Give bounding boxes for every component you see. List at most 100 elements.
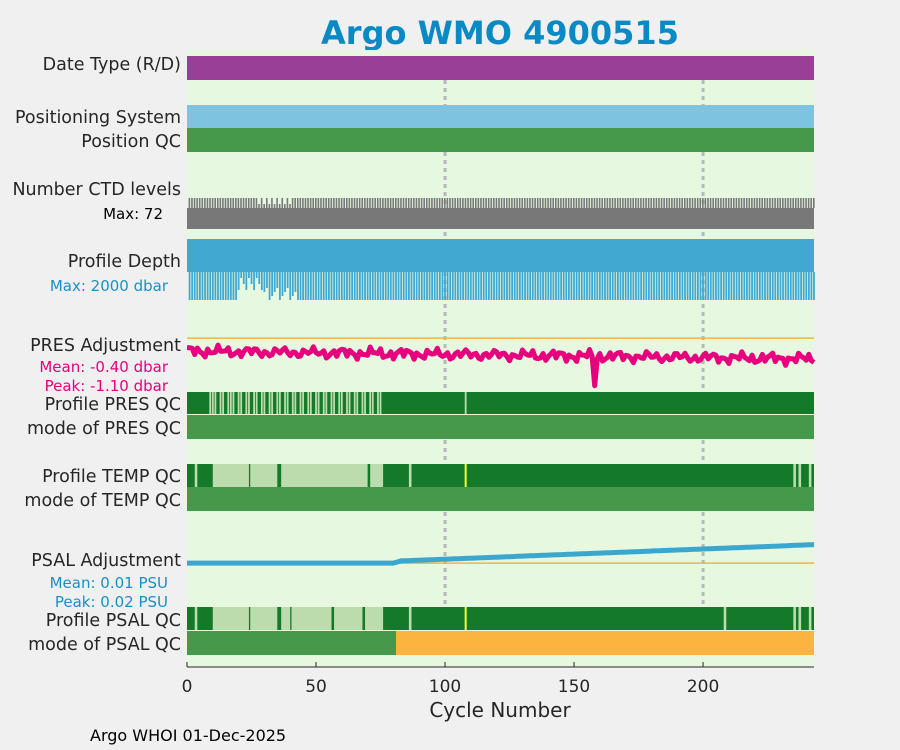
depth-profile-bar [756, 272, 759, 300]
depth-profile-bar [392, 272, 395, 300]
ctd-level-tick [681, 198, 684, 208]
depth-profile-bar [253, 272, 255, 290]
depth-profile-bar [570, 272, 573, 300]
ctd-level-tick [309, 198, 312, 208]
depth-profile-bar [663, 272, 666, 300]
ctd-level-tick [650, 198, 653, 208]
ctd-level-tick [573, 198, 575, 208]
depth-profile-bar [498, 272, 501, 300]
depth-profile-bar [480, 272, 483, 300]
depth-profile-bar [258, 272, 261, 284]
ctd-level-tick [351, 198, 353, 208]
x-axis-label: Cycle Number [429, 698, 571, 722]
ctd-level-tick [622, 198, 624, 208]
psal-qc-segment [793, 607, 796, 630]
depth-profile-bar [810, 272, 813, 300]
depth-profile-bar [598, 272, 601, 300]
ctd-level-tick [253, 198, 255, 208]
depth-profile-bar [717, 272, 720, 300]
depth-profile-bar [601, 272, 604, 300]
depth-profile-bar [297, 272, 299, 300]
depth-profile-bar [387, 272, 390, 300]
ctd-level-tick [585, 198, 588, 208]
depth-profile-bar [454, 272, 457, 300]
depth-profile-bar [199, 272, 201, 300]
ctd-level-tick [366, 198, 369, 208]
ctd-level-tick [384, 198, 387, 208]
ctd-level-tick [335, 198, 338, 208]
ctd-level-tick [720, 198, 722, 208]
ctd-level-tick [743, 198, 745, 208]
ctd-level-tick [717, 198, 720, 208]
label-data-type: Date Type (R/D) [43, 55, 181, 75]
depth-profile-bar [320, 272, 323, 300]
ctd-level-tick [534, 198, 536, 208]
depth-profile-bar [369, 272, 372, 300]
ctd-level-tick [614, 198, 616, 208]
pres-qc-stripe [284, 392, 286, 414]
depth-profile-bar [325, 272, 328, 300]
ctd-level-tick [376, 198, 379, 208]
ctd-level-tick [676, 198, 678, 208]
mode-psal-probably-bad-segment [396, 631, 814, 655]
ctd-level-tick [696, 198, 699, 208]
pres-qc-stripe [219, 392, 222, 414]
ctd-level-tick [348, 198, 351, 208]
ctd-level-tick [237, 198, 240, 208]
ctd-level-tick [547, 198, 549, 208]
ctd-level-tick [554, 198, 557, 208]
psal-peak-label: Peak: 0.02 PSU [55, 593, 168, 611]
depth-profile-bar [521, 272, 524, 300]
pres-qc-stripe [260, 392, 263, 414]
ctd-level-tick [387, 198, 389, 208]
depth-profile-bar [263, 272, 266, 292]
profile-psal-qc-bar [187, 607, 814, 630]
pres-qc-stripe [276, 392, 279, 414]
depth-profile-bar [671, 272, 673, 300]
ctd-level-tick [593, 198, 596, 208]
ctd-level-tick [678, 198, 681, 208]
label-profile-temp-qc: Profile TEMP QC [42, 467, 181, 487]
depth-profile-bar [482, 272, 485, 300]
ctd-level-tick [433, 198, 436, 208]
depth-profile-bar [490, 272, 493, 300]
ctd-level-tick [477, 198, 480, 208]
depth-profile-bar [315, 272, 317, 300]
ctd-level-tick [320, 198, 322, 208]
ctd-level-tick [653, 198, 655, 208]
ctd-level-tick [673, 198, 676, 208]
ctd-level-tick [325, 198, 327, 208]
ctd-level-tick [389, 198, 392, 208]
ctd-level-tick [454, 198, 456, 208]
ctd-level-tick [379, 198, 382, 208]
ctd-level-tick [758, 198, 761, 208]
ctd-level-tick [526, 198, 529, 208]
ctd-level-tick [570, 198, 573, 208]
depth-profile-bar [366, 272, 369, 300]
ctd-level-tick [361, 198, 364, 208]
pres-qc-stripe [307, 392, 310, 414]
depth-profile-bar [782, 272, 784, 300]
depth-profile-bar [260, 272, 263, 290]
ctd-level-tick [459, 198, 462, 208]
depth-profile-bar [273, 272, 276, 292]
pres-qc-stripe [245, 392, 248, 414]
pres-qc-stripe [333, 392, 335, 414]
ctd-level-tick [400, 198, 402, 208]
depth-profile-bar [487, 272, 490, 300]
depth-profile-bar [400, 272, 403, 300]
ctd-level-tick [627, 198, 629, 208]
depth-profile-bar [658, 272, 661, 300]
pres-qc-stripe [371, 392, 374, 414]
ctd-level-tick [689, 198, 691, 208]
ctd-level-tick [733, 198, 735, 208]
ctd-level-tick [518, 198, 521, 208]
depth-profile-bar [586, 272, 588, 300]
depth-profile-bar [766, 272, 769, 300]
depth-profile-bar [467, 272, 470, 300]
depth-profile-bar [462, 272, 464, 300]
depth-profile-bar [753, 272, 756, 300]
ctd-level-tick [428, 198, 431, 208]
depth-profile-bar [211, 272, 214, 300]
